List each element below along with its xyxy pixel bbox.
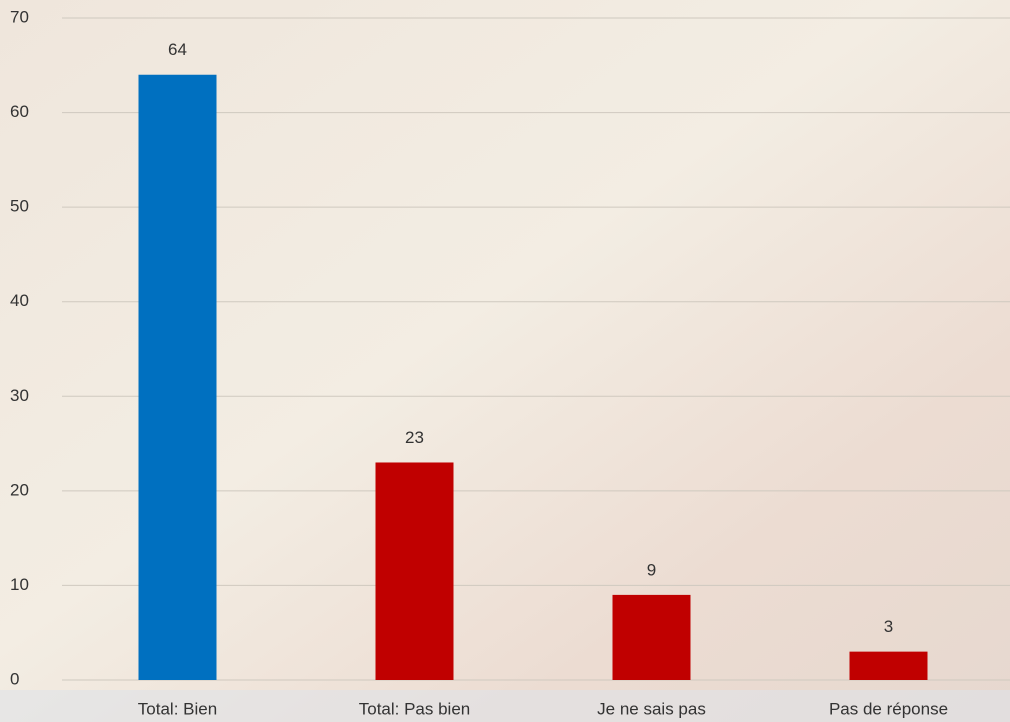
background-strip — [0, 690, 1010, 722]
y-tick-label: 0 — [10, 669, 19, 688]
data-label: 64 — [168, 40, 187, 59]
data-label: 23 — [405, 428, 424, 447]
y-tick-label: 60 — [10, 102, 29, 121]
x-tick-label: Pas de réponse — [829, 699, 948, 718]
data-label: 3 — [884, 617, 893, 636]
bar — [375, 462, 454, 680]
x-tick-label: Total: Pas bien — [359, 699, 471, 718]
data-label: 9 — [647, 560, 656, 579]
x-tick-label: Total: Bien — [138, 699, 217, 718]
y-tick-label: 40 — [10, 291, 29, 310]
y-tick-label: 70 — [10, 7, 29, 26]
y-tick-label: 30 — [10, 386, 29, 405]
bar — [849, 651, 928, 680]
y-tick-label: 50 — [10, 197, 29, 216]
x-tick-label: Je ne sais pas — [597, 699, 706, 718]
y-tick-label: 10 — [10, 575, 29, 594]
bar — [138, 74, 217, 680]
bar — [612, 594, 691, 680]
y-tick-label: 20 — [10, 480, 29, 499]
